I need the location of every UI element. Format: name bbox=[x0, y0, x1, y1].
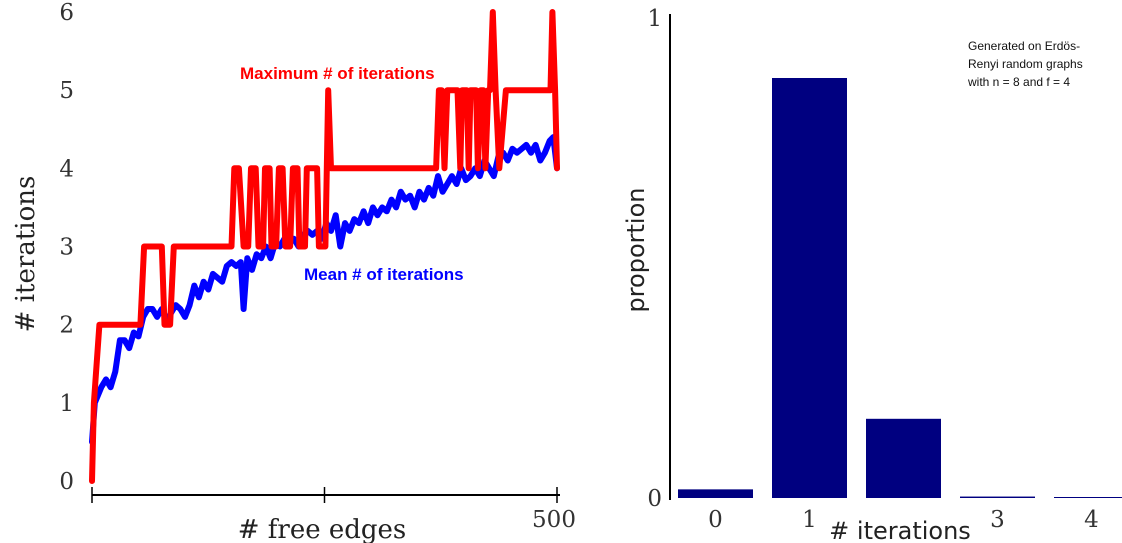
x-tick-label: 4 bbox=[1084, 507, 1099, 533]
chart-note: Generated on Erdös- Renyi random graphs … bbox=[967, 39, 1086, 89]
chart-note-line-3: with n = 8 and f = 4 bbox=[967, 75, 1070, 89]
bar-3 bbox=[960, 496, 1035, 498]
bar-0 bbox=[678, 489, 753, 498]
x-tick-label: 500 bbox=[532, 507, 576, 533]
x-tick-label: 3 bbox=[990, 507, 1005, 533]
bar-2 bbox=[866, 418, 941, 498]
bars bbox=[678, 78, 1122, 498]
y-tick-label: 3 bbox=[59, 235, 74, 261]
x-ticks: 500 bbox=[91, 487, 576, 533]
y-tick-label: 2 bbox=[59, 313, 74, 339]
y-tick-label: 0 bbox=[59, 469, 74, 495]
y-tick-label: 4 bbox=[59, 156, 74, 182]
y-axis-label: # iterations bbox=[11, 176, 41, 333]
y-tick-label: 5 bbox=[59, 78, 74, 104]
bar-1 bbox=[772, 78, 847, 498]
mean-series-annotation: Mean # of iterations bbox=[304, 265, 464, 284]
y-tick-label: 1 bbox=[59, 391, 74, 417]
y-tick-label: 6 bbox=[59, 0, 74, 26]
x-tick-labels: 0 1 3 4 bbox=[708, 507, 1099, 533]
series-lines bbox=[89, 9, 560, 484]
max-series-annotation: Maximum # of iterations bbox=[240, 64, 435, 83]
y-tick-labels: 01 bbox=[647, 6, 662, 512]
chart-note-line-1: Generated on Erdös- bbox=[968, 39, 1080, 53]
chart-note-line-2: Renyi random graphs bbox=[968, 57, 1083, 71]
x-axis-label: # iterations bbox=[829, 517, 971, 543]
y-tick-label: 1 bbox=[647, 6, 662, 32]
y-axis-label: proportion bbox=[622, 187, 650, 312]
x-tick-label: 1 bbox=[802, 507, 817, 533]
line-chart: 0 1 2 3 4 5 6 500 Maximum # of iterations Mean… bbox=[11, 0, 576, 543]
bar-4 bbox=[1054, 497, 1122, 498]
max-iterations-line bbox=[89, 9, 560, 484]
y-tick-labels: 0 1 2 3 4 5 6 bbox=[59, 0, 74, 495]
x-axis-label: # free edges bbox=[238, 515, 407, 543]
y-tick-label: 0 bbox=[647, 486, 662, 512]
x-tick-label: 0 bbox=[708, 507, 723, 533]
